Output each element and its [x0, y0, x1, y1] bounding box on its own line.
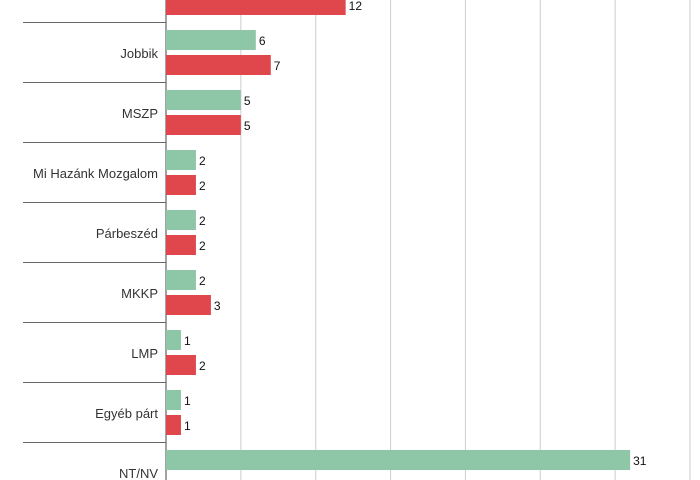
- bar: [166, 115, 241, 135]
- value-label: 6: [259, 34, 266, 48]
- category-label: LMP: [131, 346, 158, 361]
- category-label: MSZP: [122, 106, 158, 121]
- bar: [166, 330, 181, 350]
- value-label: 2: [199, 359, 206, 373]
- category-label: MKKP: [121, 286, 158, 301]
- value-label: 7: [274, 59, 281, 73]
- bar: [166, 90, 241, 110]
- value-label: 5: [244, 94, 251, 108]
- value-label: 2: [199, 239, 206, 253]
- value-label: 31: [633, 454, 647, 468]
- bar: [166, 415, 181, 435]
- value-label: 1: [184, 419, 191, 433]
- bar: [166, 175, 196, 195]
- value-label: 2: [199, 179, 206, 193]
- category-label: Egyéb párt: [95, 406, 158, 421]
- value-label: 2: [199, 154, 206, 168]
- value-label: 2: [199, 274, 206, 288]
- value-label: 1: [184, 334, 191, 348]
- grid-layer: [165, 0, 691, 480]
- bar: [166, 355, 196, 375]
- value-label: 1: [184, 394, 191, 408]
- category-label: Párbeszéd: [96, 226, 158, 241]
- row-separators: [23, 22, 166, 443]
- value-label: 5: [244, 119, 251, 133]
- bar: [166, 210, 196, 230]
- category-label: Jobbik: [120, 46, 158, 61]
- bar: [166, 30, 256, 50]
- bar: [166, 150, 196, 170]
- bar: [166, 270, 196, 290]
- bars: [166, 0, 631, 470]
- value-label: 12: [349, 0, 363, 13]
- bar: [166, 390, 181, 410]
- category-label: NT/NV: [119, 466, 158, 480]
- bar: [166, 55, 271, 75]
- category-label: Mi Hazánk Mozgalom: [33, 166, 158, 181]
- value-label: 2: [199, 214, 206, 228]
- bar: [166, 450, 631, 470]
- bar: [166, 235, 196, 255]
- bar: [166, 0, 346, 15]
- bar: [166, 295, 211, 315]
- value-label: 3: [214, 299, 221, 313]
